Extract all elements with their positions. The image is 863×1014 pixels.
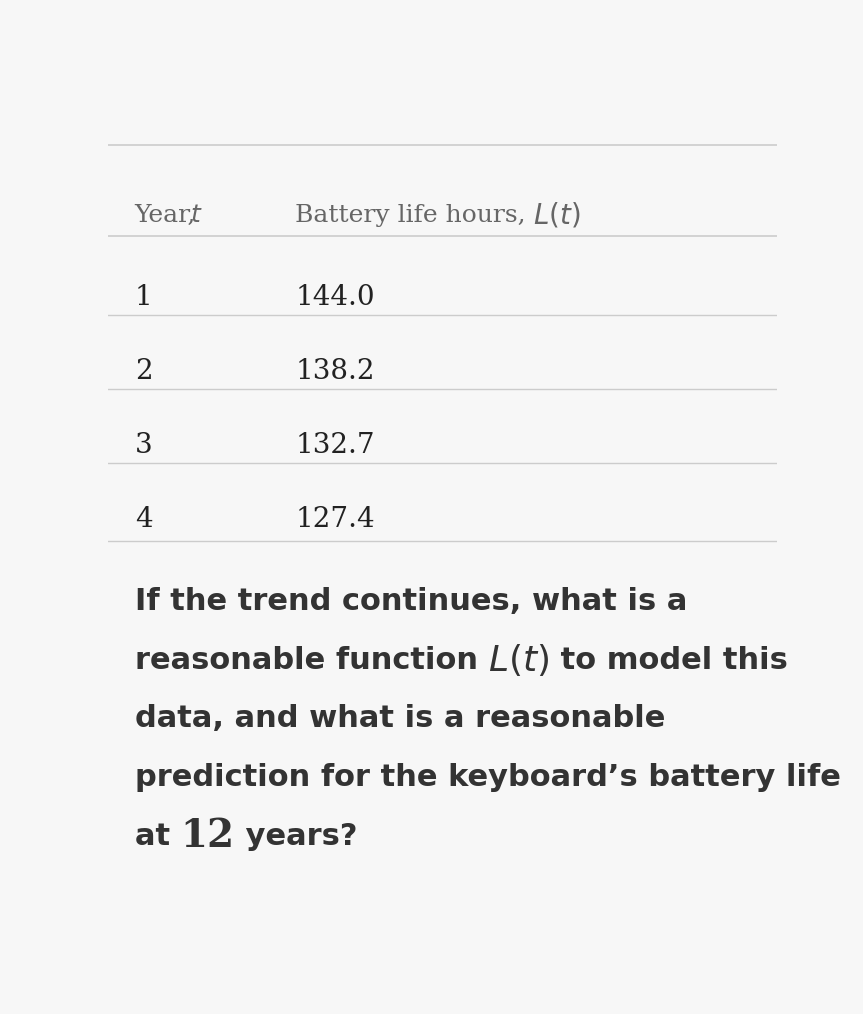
- Text: 12: 12: [180, 817, 235, 855]
- Text: 4: 4: [135, 506, 152, 533]
- Text: Battery life hours,: Battery life hours,: [295, 204, 534, 227]
- Text: If the trend continues, what is a: If the trend continues, what is a: [135, 587, 687, 617]
- Text: 127.4: 127.4: [295, 506, 375, 533]
- Text: years?: years?: [235, 821, 357, 851]
- Text: $L(t)$: $L(t)$: [532, 201, 580, 230]
- Text: $L(t)$: $L(t)$: [488, 643, 550, 678]
- Text: to model this: to model this: [550, 646, 787, 675]
- Text: 1: 1: [135, 284, 153, 311]
- Text: $t$: $t$: [190, 204, 203, 227]
- Text: prediction for the keyboard’s battery life: prediction for the keyboard’s battery li…: [135, 764, 841, 792]
- Text: 144.0: 144.0: [295, 284, 375, 311]
- Text: Year,: Year,: [135, 204, 204, 227]
- Text: 3: 3: [135, 432, 152, 459]
- Text: data, and what is a reasonable: data, and what is a reasonable: [135, 705, 665, 733]
- Text: reasonable function: reasonable function: [135, 646, 488, 675]
- Text: 2: 2: [135, 358, 152, 385]
- Text: at: at: [135, 821, 180, 851]
- Text: 132.7: 132.7: [295, 432, 375, 459]
- Text: 138.2: 138.2: [295, 358, 375, 385]
